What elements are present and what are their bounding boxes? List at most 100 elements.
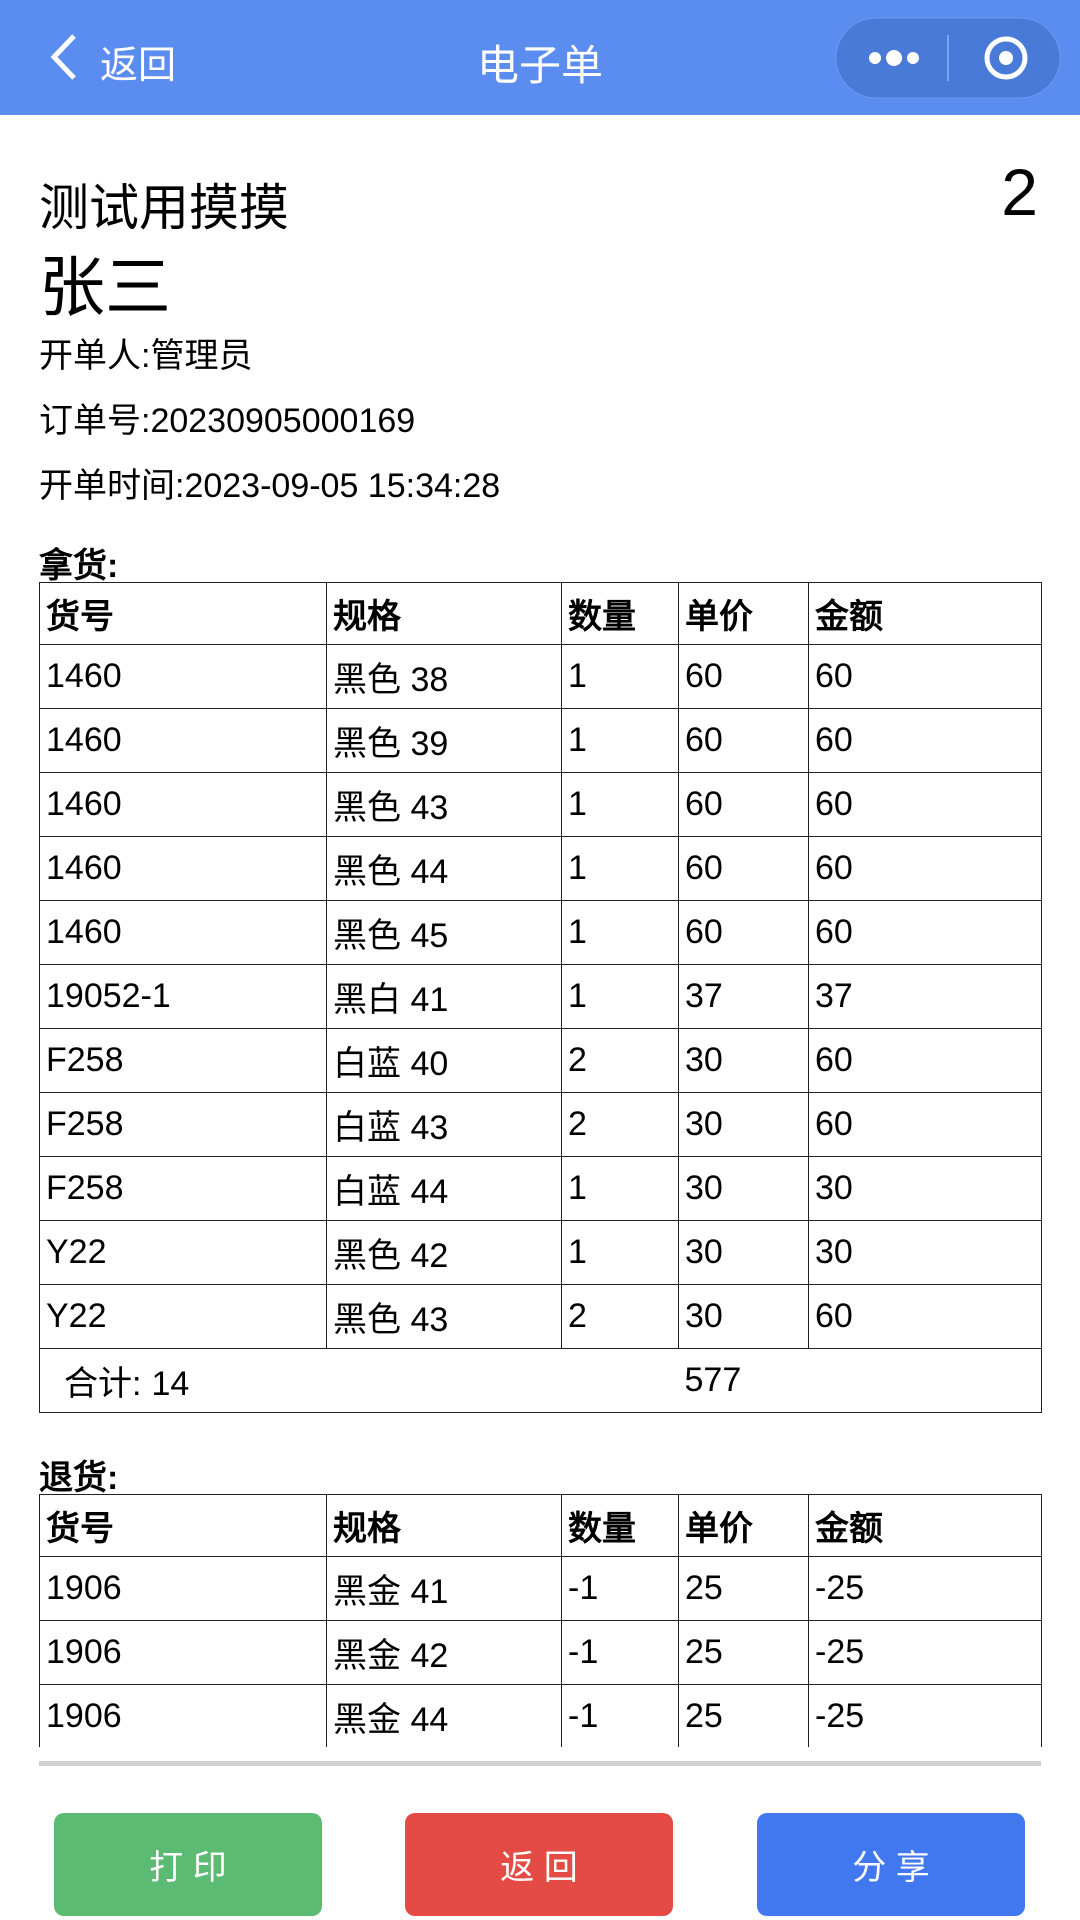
back-button[interactable]: 返 回 [405, 1813, 673, 1916]
cell: 30 [678, 1092, 809, 1157]
cell: 1460 [39, 708, 327, 773]
order-no: 订单号:20230905000169 [39, 402, 416, 440]
column-header: 单价 [678, 1494, 809, 1557]
cell: 黑色 39 [326, 708, 562, 773]
back-text[interactable]: 返回 [100, 45, 177, 87]
data-row: F258 白蓝 44 1 30 30 [39, 1156, 1042, 1221]
data-row: 1460 黑色 39 1 60 60 [39, 708, 1042, 773]
cell: 60 [678, 644, 809, 709]
data-row: 1460 黑色 38 1 60 60 [39, 644, 1042, 709]
header-row: 货号 规格 数量 单价 金额 [39, 582, 1042, 645]
total-qty: 14 [151, 1365, 190, 1403]
cell: 白蓝 44 [326, 1156, 562, 1221]
cell: 1 [561, 900, 679, 965]
total-cell: 合计: 14 [39, 1348, 679, 1413]
data-row: 1460 黑色 44 1 60 60 [39, 836, 1042, 901]
cell: 30 [678, 1284, 809, 1349]
cell: 白蓝 43 [326, 1092, 562, 1157]
nav-bar: 返回 电子单 [0, 0, 1080, 115]
cell: 30 [678, 1028, 809, 1093]
cell: 1 [561, 772, 679, 837]
total-label: 合计: [64, 1365, 142, 1403]
cell: 60 [678, 900, 809, 965]
cell: Y22 [39, 1284, 327, 1349]
cell: F258 [39, 1092, 327, 1157]
cell: 1906 [39, 1620, 327, 1685]
back-icon[interactable] [46, 32, 82, 82]
cell: 2 [561, 1028, 679, 1093]
data-row: Y22 黑色 43 2 30 60 [39, 1284, 1042, 1349]
data-row: 19052-1 黑白 41 1 37 37 [39, 964, 1042, 1029]
cell: 1460 [39, 644, 327, 709]
creator: 开单人:管理员 [39, 337, 253, 375]
cell: -1 [561, 1684, 679, 1747]
capsule [835, 17, 1061, 99]
cell: 25 [678, 1620, 809, 1685]
cell: 1460 [39, 836, 327, 901]
cell: 1 [561, 708, 679, 773]
cell: -1 [561, 1620, 679, 1685]
cell: 60 [808, 644, 1042, 709]
cell: 60 [808, 900, 1042, 965]
data-row: 1460 黑色 43 1 60 60 [39, 772, 1042, 837]
cell: 30 [808, 1220, 1042, 1285]
cell: 黑色 45 [326, 900, 562, 965]
cell: 白蓝 40 [326, 1028, 562, 1093]
cell: -1 [561, 1556, 679, 1621]
total-row: 合计: 14 577 [39, 1348, 1042, 1413]
cell: 60 [678, 836, 809, 901]
nav-title: 电子单 [476, 42, 603, 89]
column-header: 数量 [561, 582, 679, 645]
customer: 张三 [39, 250, 171, 324]
cell: Y22 [39, 1220, 327, 1285]
section-title: 拿货: [39, 547, 119, 585]
cell: 1 [561, 1220, 679, 1285]
column-header: 规格 [326, 1494, 562, 1557]
cell: -25 [808, 1620, 1042, 1685]
cell: 1906 [39, 1556, 327, 1621]
shop-name: 测试用摸摸 [39, 180, 289, 236]
cell: F258 [39, 1156, 327, 1221]
cell: 60 [808, 772, 1042, 837]
share-button[interactable]: 分 享 [757, 1813, 1025, 1916]
column-header: 单价 [678, 582, 809, 645]
section-title: 退货: [39, 1459, 119, 1497]
cell: 黑金 44 [326, 1684, 562, 1747]
cell: 1906 [39, 1684, 327, 1747]
data-row: F258 白蓝 43 2 30 60 [39, 1092, 1042, 1157]
cell: 1460 [39, 772, 327, 837]
data-row: F258 白蓝 40 2 30 60 [39, 1028, 1042, 1093]
cell: 60 [808, 1092, 1042, 1157]
cell: 30 [678, 1220, 809, 1285]
cell: 60 [678, 708, 809, 773]
cell: 2 [561, 1284, 679, 1349]
print-button[interactable]: 打 印 [54, 1813, 322, 1916]
cell: 1 [561, 836, 679, 901]
cell: 2 [561, 1092, 679, 1157]
data-row: Y22 黑色 42 1 30 30 [39, 1220, 1042, 1285]
cell: 25 [678, 1556, 809, 1621]
column-header: 货号 [39, 1494, 327, 1557]
cell: 黑色 43 [326, 1284, 562, 1349]
cell: 黑白 41 [326, 964, 562, 1029]
cell: 25 [678, 1684, 809, 1747]
column-header: 数量 [561, 1494, 679, 1557]
cell: 60 [678, 772, 809, 837]
cell: 黑色 44 [326, 836, 562, 901]
data-row: 1460 黑色 45 1 60 60 [39, 900, 1042, 965]
returns-table: 货号 规格 数量 单价 金额 1906 黑金 41 -1 25 -25 1906 黑金 42 -1 25-… [39, 1494, 1042, 1747]
cell: 37 [678, 964, 809, 1029]
scroll-bar [39, 1761, 1041, 1766]
cell: 30 [808, 1156, 1042, 1221]
column-header: 金额 [808, 582, 1042, 645]
cell: 60 [808, 1028, 1042, 1093]
cell: -25 [808, 1684, 1042, 1747]
data-row: 1906 黑金 41 -1 25 -25 [39, 1556, 1042, 1621]
cell: 1460 [39, 900, 327, 965]
cell: 1 [561, 1156, 679, 1221]
header-row: 货号 规格 数量 单价 金额 [39, 1494, 1042, 1557]
cell: 60 [808, 708, 1042, 773]
cell: 60 [808, 1284, 1042, 1349]
cell: 1 [561, 644, 679, 709]
